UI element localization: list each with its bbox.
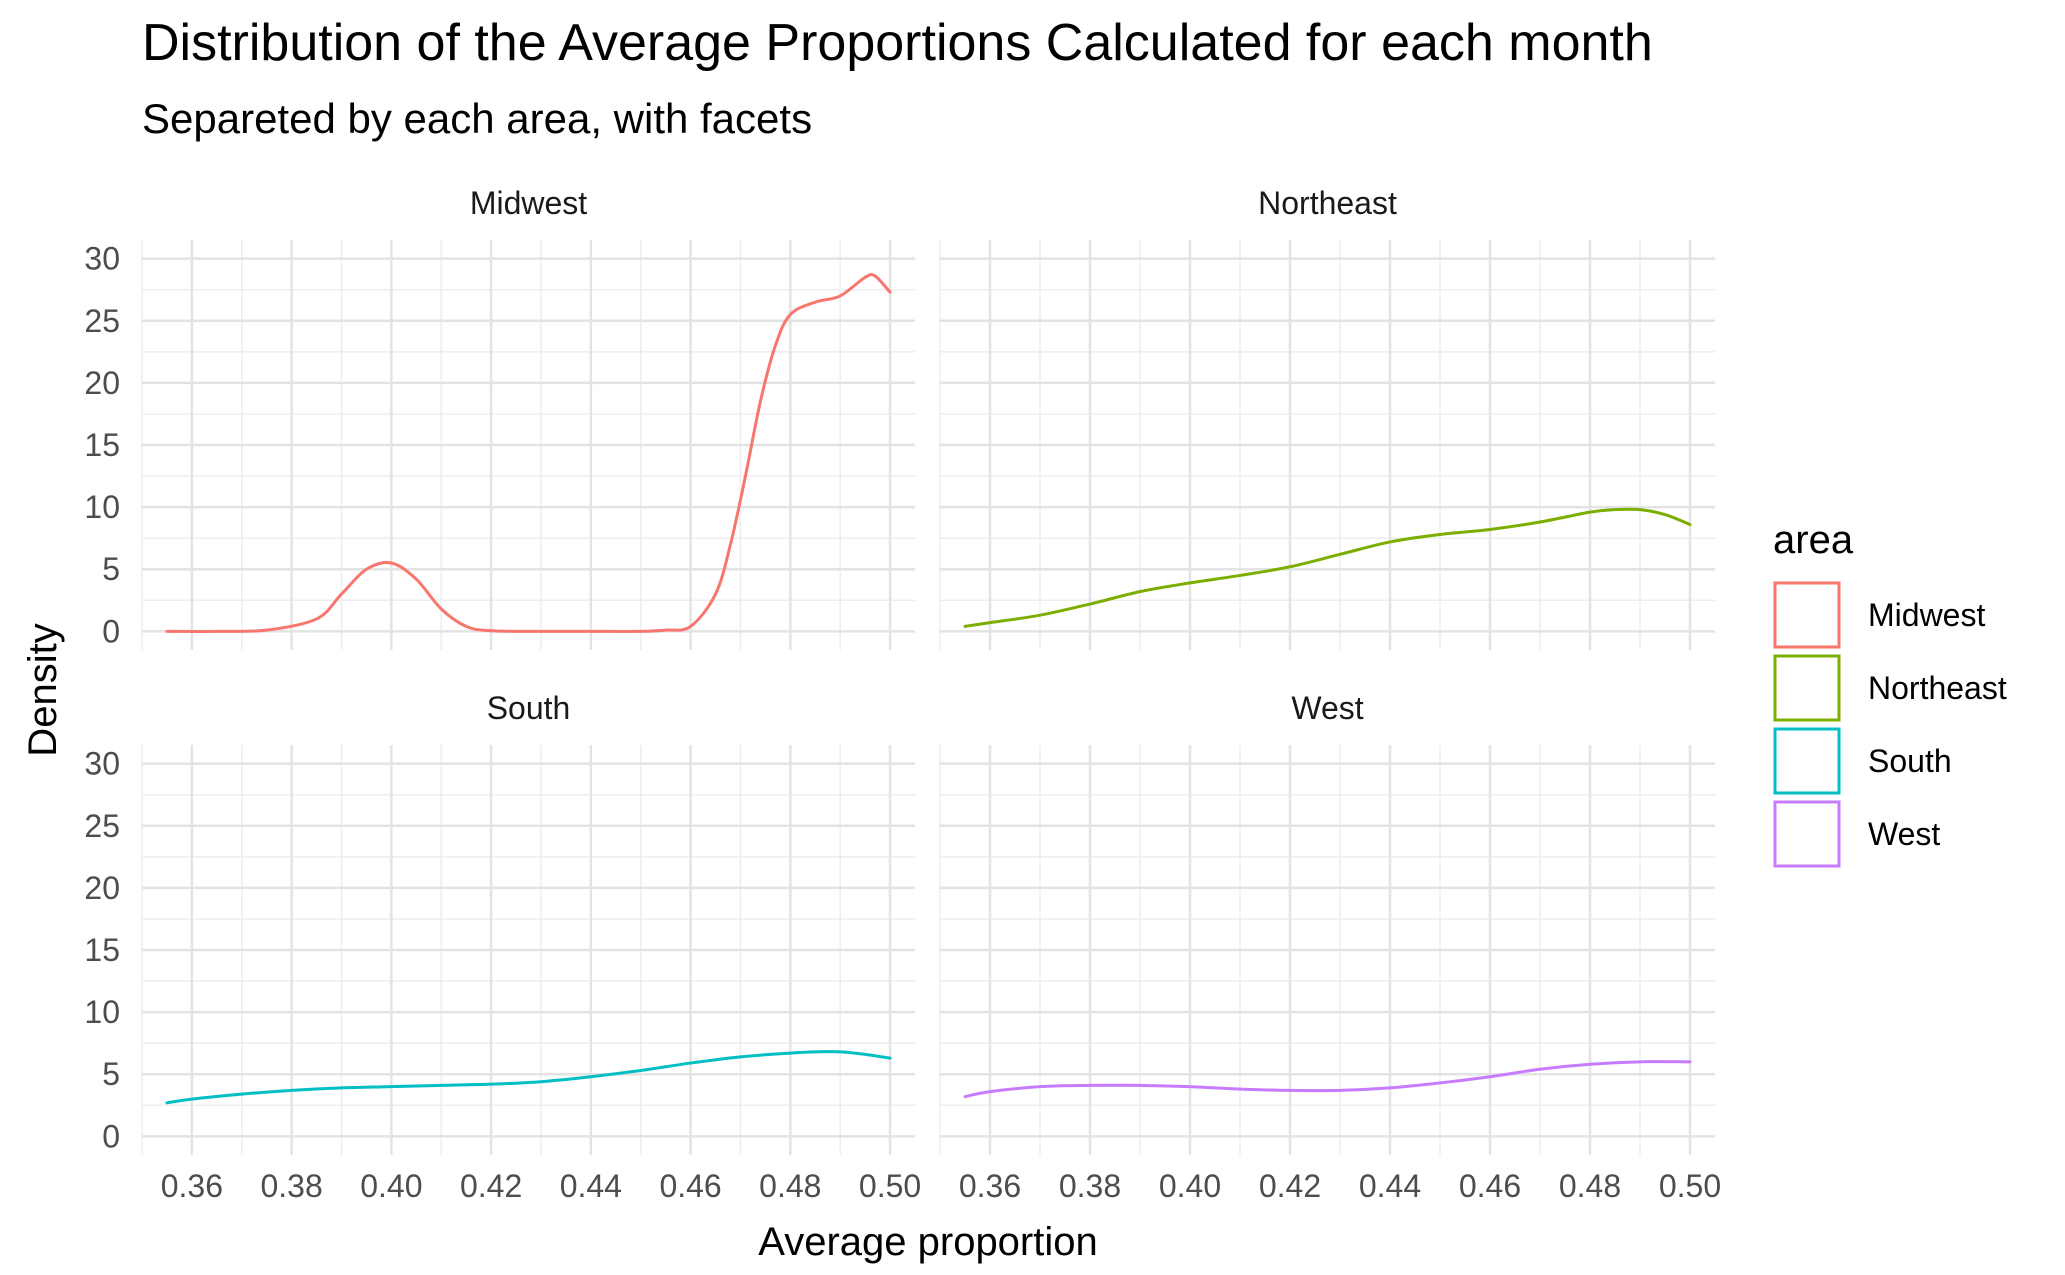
legend-label-northeast: Northeast — [1868, 670, 2007, 706]
facet-panels: Midwest 0 5 10 15 20 25 30 Northeast South 0 5 10 15 2… — [84, 185, 1721, 1204]
legend-label-south: South — [1868, 743, 1952, 779]
x-axis-title: Average proportion — [758, 1220, 1098, 1264]
x-tick-label: 0.40 — [1159, 1168, 1221, 1204]
legend-label-west: West — [1868, 816, 1940, 852]
x-tick-label: 0.48 — [759, 1168, 821, 1204]
legend-key-midwest — [1773, 581, 1841, 649]
facet-label-northeast: Northeast — [1258, 185, 1397, 221]
chart-title: Distribution of the Average Proportions … — [142, 14, 1653, 72]
legend-key-south — [1773, 727, 1841, 795]
x-tick-label: 0.36 — [959, 1168, 1021, 1204]
legend-key-west — [1773, 800, 1841, 868]
y-tick-label: 15 — [84, 427, 120, 463]
x-tick-label: 0.36 — [161, 1168, 223, 1204]
x-tick-label: 0.44 — [560, 1168, 622, 1204]
y-tick-label: 20 — [84, 365, 120, 401]
x-tick-label: 0.46 — [659, 1168, 721, 1204]
legend-key-northeast — [1773, 654, 1841, 722]
facet-panel-south: South 0 5 10 15 20 25 30 0.36 0.38 0.40 0.42 0.44 0.4… — [84, 690, 921, 1204]
y-tick-label: 10 — [84, 994, 120, 1030]
x-tick-label: 0.46 — [1459, 1168, 1521, 1204]
y-tick-label: 0 — [102, 613, 120, 649]
y-tick-label: 25 — [84, 303, 120, 339]
x-tick-label: 0.38 — [1059, 1168, 1121, 1204]
facet-label-south: South — [487, 690, 571, 726]
x-tick-label: 0.38 — [260, 1168, 322, 1204]
density-line-south — [165, 1050, 892, 1105]
legend: area Midwest Northeast South West — [1773, 518, 2007, 868]
x-tick-label: 0.42 — [1259, 1168, 1321, 1204]
density-line-west — [963, 1060, 1692, 1099]
y-tick-label: 15 — [84, 932, 120, 968]
y-tick-label: 5 — [102, 1056, 120, 1092]
facet-panel-northeast: Northeast — [939, 185, 1715, 650]
x-tick-label: 0.48 — [1559, 1168, 1621, 1204]
y-tick-label: 30 — [84, 746, 120, 782]
y-axis-title: Density — [21, 623, 65, 756]
y-tick-label: 10 — [84, 489, 120, 525]
density-line-midwest — [165, 272, 892, 633]
x-tick-label: 0.50 — [859, 1168, 921, 1204]
x-tick-label: 0.40 — [360, 1168, 422, 1204]
x-tick-label: 0.44 — [1359, 1168, 1421, 1204]
x-tick-label: 0.50 — [1659, 1168, 1721, 1204]
x-tick-label: 0.42 — [460, 1168, 522, 1204]
legend-label-midwest: Midwest — [1868, 597, 1985, 633]
y-tick-label: 0 — [102, 1118, 120, 1154]
facet-label-midwest: Midwest — [470, 185, 587, 221]
facet-panel-west: West 0.36 0.38 0.40 0.42 0.44 0.46 0.48 0.50 — [939, 690, 1721, 1204]
chart-subtitle: Separeted by each area, with facets — [142, 95, 812, 142]
legend-title: area — [1773, 518, 1854, 562]
y-tick-label: 25 — [84, 808, 120, 844]
y-tick-label: 30 — [84, 241, 120, 277]
y-tick-label: 5 — [102, 551, 120, 587]
y-tick-label: 20 — [84, 870, 120, 906]
facet-label-west: West — [1291, 690, 1363, 726]
density-line-northeast — [963, 507, 1692, 628]
facet-panel-midwest: Midwest 0 5 10 15 20 25 30 — [84, 185, 915, 650]
